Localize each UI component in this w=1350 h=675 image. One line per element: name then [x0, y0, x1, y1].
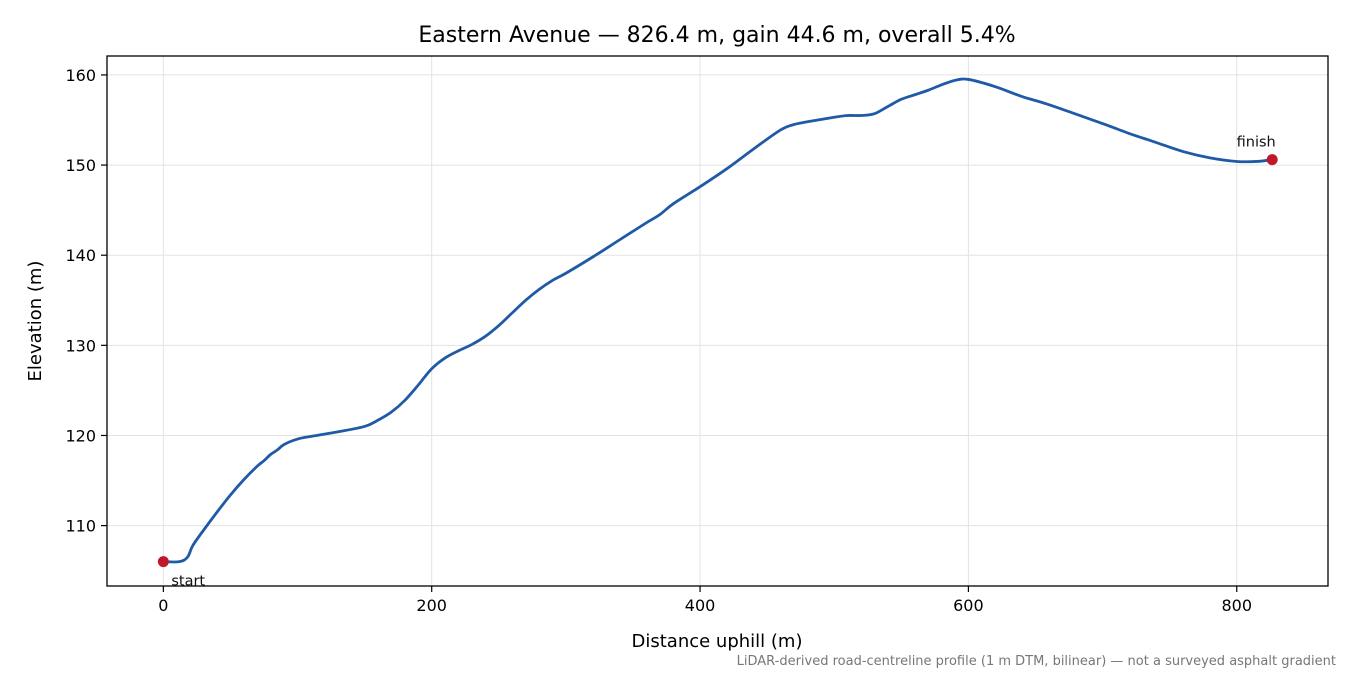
- x-tick-label: 400: [685, 596, 716, 615]
- point-markers: start finish: [157, 135, 1278, 590]
- x-tick-label: 800: [1221, 596, 1252, 615]
- finish-label: finish: [1237, 135, 1276, 151]
- y-tick-label: 120: [65, 426, 96, 445]
- chart-title: Eastern Avenue — 826.4 m, gain 44.6 m, o…: [418, 23, 1015, 48]
- finish-marker: [1266, 154, 1278, 166]
- elevation-line: [161, 77, 1274, 564]
- start-marker: [157, 556, 169, 568]
- series-layer: [161, 77, 1274, 564]
- grid: [107, 56, 1328, 586]
- x-tick-label: 0: [158, 596, 168, 615]
- y-tick-label: 110: [65, 517, 96, 536]
- y-tick-label: 130: [65, 336, 96, 355]
- axis-ticks: 0 200 400 600 800 110 120 130 140 150 160: [65, 66, 1252, 615]
- y-tick-label: 140: [65, 246, 96, 265]
- y-tick-label: 150: [65, 156, 96, 175]
- footnote: LiDAR-derived road-centreline profile (1…: [737, 654, 1336, 669]
- y-tick-label: 160: [65, 66, 96, 85]
- x-tick-label: 600: [953, 596, 984, 615]
- y-axis-label: Elevation (m): [25, 261, 46, 382]
- plot-frame: [106, 55, 1329, 587]
- start-label: start: [171, 574, 205, 590]
- x-tick-label: 200: [416, 596, 447, 615]
- x-axis-label: Distance uphill (m): [632, 631, 803, 652]
